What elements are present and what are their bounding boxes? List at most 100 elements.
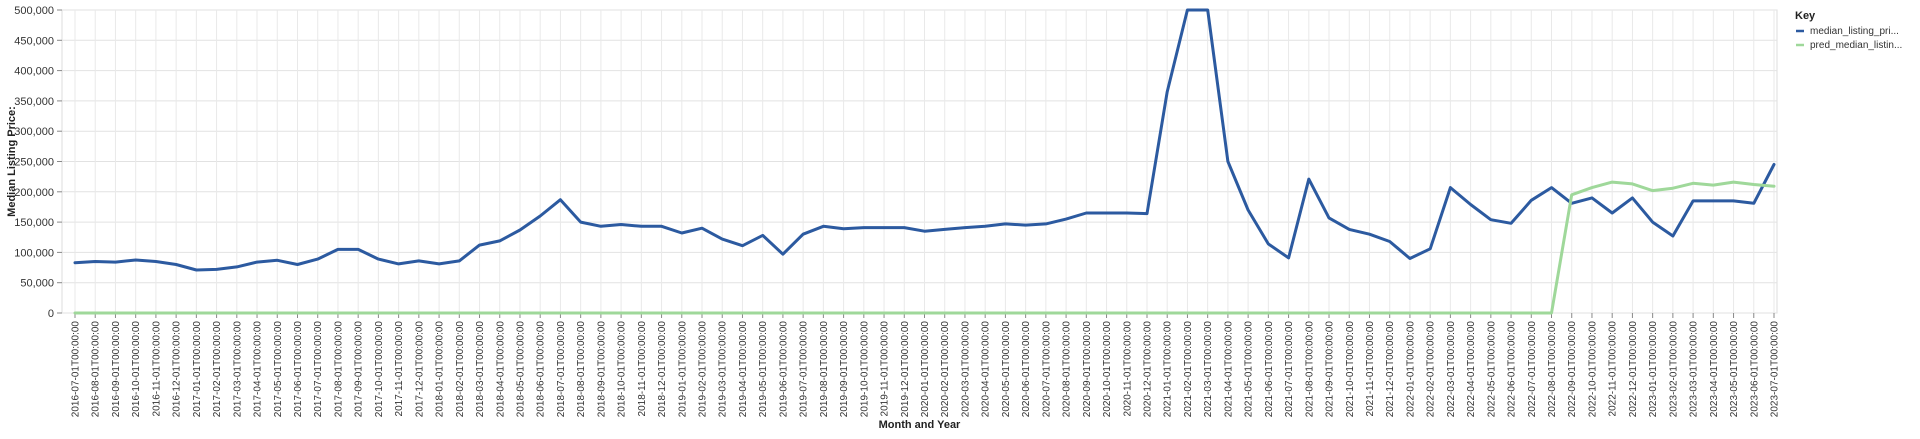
x-tick-label: 2021-01-01T00:00:00 — [1163, 321, 1174, 418]
x-axis: 2016-07-01T00:00:00 2016-08-01T00:00:00 20… — [71, 313, 1781, 417]
x-tick-label: 2016-07-01T00:00:00 — [71, 321, 82, 418]
x-tick-label: 2023-06-01T00:00:00 — [1749, 321, 1760, 418]
x-tick-label: 2021-06-01T00:00:00 — [1264, 321, 1275, 418]
x-tick-label: 2023-07-01T00:00:00 — [1770, 321, 1781, 418]
x-tick-label: 2019-12-01T00:00:00 — [900, 321, 911, 418]
x-tick-label: 2018-07-01T00:00:00 — [556, 321, 567, 418]
x-tick-label: 2023-01-01T00:00:00 — [1648, 321, 1659, 418]
x-tick-label: 2020-05-01T00:00:00 — [1001, 321, 1012, 418]
x-tick-label: 2017-06-01T00:00:00 — [293, 321, 304, 418]
x-tick-label: 2022-07-01T00:00:00 — [1527, 321, 1538, 418]
x-tick-label: 2022-02-01T00:00:00 — [1426, 321, 1437, 418]
x-tick-label: 2018-09-01T00:00:00 — [596, 321, 607, 418]
x-tick-label: 2019-01-01T00:00:00 — [677, 321, 688, 418]
x-tick-label: 2019-10-01T00:00:00 — [859, 321, 870, 418]
x-tick-label: 2018-02-01T00:00:00 — [455, 321, 466, 418]
x-tick-label: 2022-12-01T00:00:00 — [1628, 321, 1639, 418]
x-tick-label: 2019-09-01T00:00:00 — [839, 321, 850, 418]
x-tick-label: 2020-09-01T00:00:00 — [1082, 321, 1093, 418]
x-tick-label: 2019-11-01T00:00:00 — [880, 321, 891, 417]
x-tick-label: 2018-11-01T00:00:00 — [637, 321, 648, 417]
x-tick-label: 2017-07-01T00:00:00 — [313, 321, 324, 418]
x-tick-label: 2019-05-01T00:00:00 — [758, 321, 769, 418]
x-tick-label: 2023-02-01T00:00:00 — [1668, 321, 1679, 418]
y-tick-label: 300,000 — [14, 126, 54, 138]
x-tick-label: 2018-05-01T00:00:00 — [515, 321, 526, 418]
x-tick-label: 2017-01-01T00:00:00 — [192, 321, 203, 418]
y-tick-label: 250,000 — [14, 157, 54, 169]
y-tick-label: 50,000 — [20, 278, 54, 290]
series-lines — [73, 8, 1776, 315]
x-tick-label: 2018-04-01T00:00:00 — [495, 321, 506, 418]
legend: Key median_listing_pri... pred_median_lis… — [1795, 10, 1902, 51]
x-tick-label: 2016-11-01T00:00:00 — [151, 321, 162, 417]
x-tick-label: 2022-09-01T00:00:00 — [1567, 321, 1578, 418]
x-tick-label: 2021-12-01T00:00:00 — [1385, 321, 1396, 418]
x-tick-label: 2021-08-01T00:00:00 — [1304, 321, 1315, 418]
x-tick-label: 2021-09-01T00:00:00 — [1325, 321, 1336, 418]
x-tick-label: 2022-05-01T00:00:00 — [1486, 321, 1497, 418]
x-tick-label: 2017-11-01T00:00:00 — [394, 321, 405, 417]
x-tick-label: 2017-08-01T00:00:00 — [333, 321, 344, 418]
x-tick-label: 2022-04-01T00:00:00 — [1466, 321, 1477, 418]
x-tick-label: 2017-04-01T00:00:00 — [253, 321, 264, 418]
x-tick-label: 2021-10-01T00:00:00 — [1345, 321, 1356, 418]
x-tick-label: 2017-05-01T00:00:00 — [273, 321, 284, 418]
y-tick-label: 100,000 — [14, 247, 54, 259]
x-tick-label: 2018-06-01T00:00:00 — [536, 321, 547, 418]
x-tick-label: 2018-03-01T00:00:00 — [475, 321, 486, 418]
y-tick-label: 0 — [48, 308, 54, 320]
x-tick-label: 2018-01-01T00:00:00 — [435, 321, 446, 418]
x-tick-label: 2022-01-01T00:00:00 — [1405, 321, 1416, 418]
x-tick-label: 2020-10-01T00:00:00 — [1102, 321, 1113, 418]
x-tick-label: 2021-07-01T00:00:00 — [1284, 321, 1295, 418]
x-tick-label: 2022-10-01T00:00:00 — [1587, 321, 1598, 418]
x-tick-label: 2017-03-01T00:00:00 — [232, 321, 243, 418]
x-tick-label: 2020-12-01T00:00:00 — [1142, 321, 1153, 418]
x-tick-label: 2020-07-01T00:00:00 — [1041, 321, 1052, 418]
x-tick-label: 2020-04-01T00:00:00 — [981, 321, 992, 418]
x-tick-label: 2021-05-01T00:00:00 — [1244, 321, 1255, 418]
x-tick-label: 2017-09-01T00:00:00 — [354, 321, 365, 418]
x-tick-label: 2017-02-01T00:00:00 — [212, 321, 223, 418]
x-tick-label: 2021-03-01T00:00:00 — [1203, 321, 1214, 418]
y-tick-label: 400,000 — [14, 66, 54, 78]
x-tick-label: 2020-06-01T00:00:00 — [1021, 321, 1032, 418]
x-axis-title: Month and Year — [879, 419, 961, 431]
x-tick-label: 2019-02-01T00:00:00 — [698, 321, 709, 418]
x-tick-label: 2021-02-01T00:00:00 — [1183, 321, 1194, 418]
x-tick-label: 2018-08-01T00:00:00 — [576, 321, 587, 418]
x-tick-label: 2022-06-01T00:00:00 — [1507, 321, 1518, 418]
x-tick-label: 2016-12-01T00:00:00 — [172, 321, 183, 418]
x-tick-label: 2018-12-01T00:00:00 — [657, 321, 668, 418]
series-line-1 — [73, 8, 1776, 272]
y-axis-title: Median Listing Price: — [6, 106, 18, 217]
gridlines — [61, 9, 1778, 314]
series-line-2 — [73, 180, 1776, 315]
y-tick-label: 200,000 — [14, 187, 54, 199]
x-tick-label: 2018-10-01T00:00:00 — [617, 321, 628, 418]
y-tick-label: 500,000 — [14, 5, 54, 17]
y-tick-label: 150,000 — [14, 217, 54, 229]
x-tick-label: 2023-04-01T00:00:00 — [1709, 321, 1720, 418]
x-tick-label: 2019-08-01T00:00:00 — [819, 321, 830, 418]
x-tick-label: 2022-08-01T00:00:00 — [1547, 321, 1558, 418]
x-tick-label: 2020-11-01T00:00:00 — [1122, 321, 1133, 417]
x-tick-label: 2016-10-01T00:00:00 — [131, 321, 142, 418]
y-tick-label: 450,000 — [14, 35, 54, 47]
x-tick-label: 2020-02-01T00:00:00 — [940, 321, 951, 418]
x-tick-label: 2016-09-01T00:00:00 — [111, 321, 122, 418]
x-tick-label: 2019-03-01T00:00:00 — [718, 321, 729, 418]
legend-title: Key — [1795, 10, 1816, 22]
x-tick-label: 2017-10-01T00:00:00 — [374, 321, 385, 418]
x-tick-label: 2023-05-01T00:00:00 — [1729, 321, 1740, 418]
x-tick-label: 2016-08-01T00:00:00 — [91, 321, 102, 418]
x-tick-label: 2020-03-01T00:00:00 — [960, 321, 971, 418]
y-axis: 0 50,000 100,000 150,000 200,000 250,000 300,0… — [14, 5, 62, 320]
x-tick-label: 2019-07-01T00:00:00 — [799, 321, 810, 418]
legend-label: median_listing_pri... — [1810, 26, 1899, 37]
x-tick-label: 2022-03-01T00:00:00 — [1446, 321, 1457, 418]
x-tick-label: 2022-11-01T00:00:00 — [1608, 321, 1619, 417]
x-tick-label: 2019-04-01T00:00:00 — [738, 321, 749, 418]
